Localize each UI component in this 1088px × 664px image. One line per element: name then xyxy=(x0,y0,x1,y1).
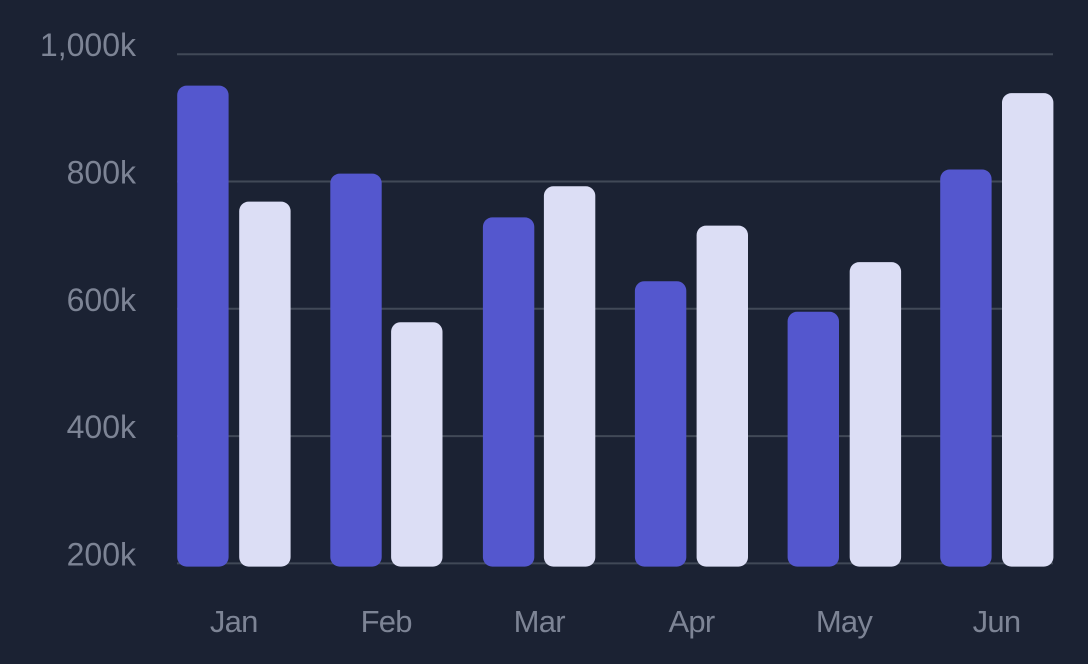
svg-text:1,000k: 1,000k xyxy=(40,27,137,63)
svg-text:200k: 200k xyxy=(67,536,137,572)
svg-text:Mar: Mar xyxy=(514,604,566,639)
svg-text:600k: 600k xyxy=(67,282,137,318)
svg-text:May: May xyxy=(816,604,874,639)
svg-text:Apr: Apr xyxy=(669,604,715,639)
svg-text:Feb: Feb xyxy=(361,604,412,639)
svg-text:Jun: Jun xyxy=(973,604,1021,639)
svg-text:400k: 400k xyxy=(67,409,137,445)
svg-text:800k: 800k xyxy=(67,155,137,191)
svg-text:Jan: Jan xyxy=(210,604,258,639)
